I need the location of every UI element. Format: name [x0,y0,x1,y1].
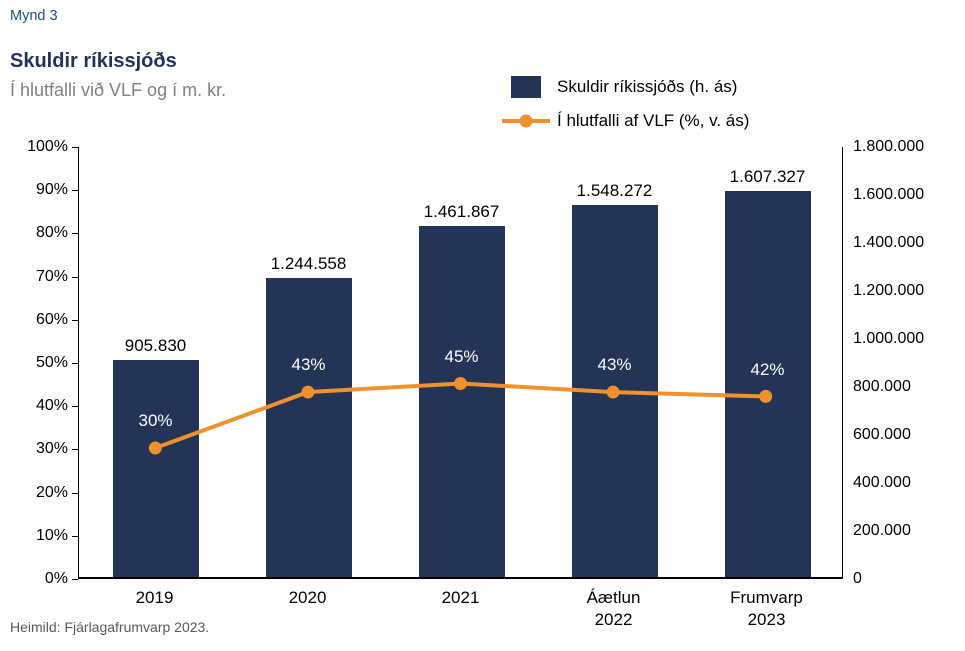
bar-value-label: 1.607.327 [729,167,806,187]
figure-label: Mynd 3 [10,8,58,24]
percent-label: 43% [597,355,632,375]
legend-line-marker [500,114,552,128]
right-axis: 0 200.000 400.000 600.000 800.000 1.000.000 1.… [853,138,963,587]
x-axis-label: Áætlun 2022 [586,588,641,629]
bar-2020 [265,278,352,577]
x-axis-label: 2020 [288,588,327,607]
source-note: Heimild: Fjárlagafrumvarp 2023. [10,619,210,635]
legend-bar-marker [500,76,552,98]
left-axis-tick-label: 60% [35,310,68,328]
right-axis-tick-label: 400.000 [853,474,911,491]
left-axis-tick-label: 100% [27,138,68,155]
bar-frumvarp-2023 [724,191,811,577]
plot-area: 905.830 30% 1.244.558 43% 1.461.867 45% 1.548.… [72,147,843,580]
right-axis-tick-label: 200.000 [853,522,911,539]
right-axis-tick-label: 0 [853,570,862,587]
percent-label: 45% [444,346,479,366]
left-axis-tick-label: 70% [35,267,68,285]
bar-value-label: 905.830 [124,335,187,355]
bar-swatch-icon [511,76,541,98]
left-axis-tick-label: 10% [35,526,68,544]
chart-subtitle: Í hlutfalli við VLF og í m. kr. [10,80,227,100]
left-axis-tick [72,492,78,494]
left-axis-tick [72,449,78,451]
left-axis-tick-label: 50% [35,354,68,371]
left-axis-tick [72,406,78,408]
legend-item-bars: Skuldir ríkissjóðs (h. ás) [500,76,749,98]
right-axis-tick-label: 600.000 [853,426,911,443]
right-axis-tick-label: 1.800.000 [853,138,925,155]
line-marker-icon [502,114,550,128]
right-axis-tick-label: 1.400.000 [853,234,925,251]
bar-value-label: 1.548.272 [576,181,653,201]
x-axis: 2019 2020 2021 Áætlun 2022 Frumvarp 2023 [78,587,843,637]
left-axis-tick [72,363,78,364]
legend-line-label: Í hlutfalli af VLF (%, v. ás) [557,111,750,130]
right-axis-tick-label: 1.000.000 [853,330,925,347]
percent-label: 43% [291,355,326,375]
left-axis-tick-label: 80% [35,224,68,242]
left-axis-tick [72,579,78,580]
x-axis-label: 2019 [135,588,174,607]
left-axis-tick-label: 20% [35,483,68,501]
right-axis-tick-label: 1.200.000 [853,282,925,299]
x-axis-label: Frumvarp 2023 [730,588,803,629]
bar-value-label: 1.244.558 [270,254,347,274]
legend-bar-label: Skuldir ríkissjóðs (h. ás) [557,77,738,96]
left-axis-tick [72,319,78,321]
line-point-icon [454,377,467,390]
legend: Skuldir ríkissjóðs (h. ás) Í hlutfalli a… [500,76,749,131]
left-axis-tick [72,233,78,235]
right-axis-tick-label: 1.600.000 [853,186,925,203]
left-axis-tick-label: 30% [35,440,68,458]
left-axis-tick [72,190,78,192]
line-dot-icon [519,114,533,128]
line-point-icon [301,385,315,399]
line-point-icon [759,389,773,403]
percent-label: 42% [750,359,785,379]
left-axis-tick-label: 90% [35,181,68,199]
legend-item-line: Í hlutfalli af VLF (%, v. ás) [500,111,749,131]
left-axis-tick-label: 0% [44,570,68,587]
chart-title: Skuldir ríkissjóðs [10,50,177,72]
bar-2021 [418,226,505,577]
x-axis-label: 2021 [441,588,480,607]
percent-label: 30% [138,411,173,431]
left-axis-tick-label: 40% [35,397,68,415]
left-axis-tick [72,535,78,537]
line-point-icon [606,385,620,399]
line-path [154,381,766,450]
bar-2019 [112,359,199,577]
left-axis: 0% 10% 20% 30% 40% 50% 60% 70% 80% 90% 100% [0,138,68,587]
line-series [148,377,773,455]
line-point-icon [148,441,162,455]
bar-value-label: 1.461.867 [423,202,500,222]
right-axis-tick-label: 800.000 [853,378,911,395]
left-axis-tick [72,276,78,278]
left-axis-tick [72,147,78,148]
